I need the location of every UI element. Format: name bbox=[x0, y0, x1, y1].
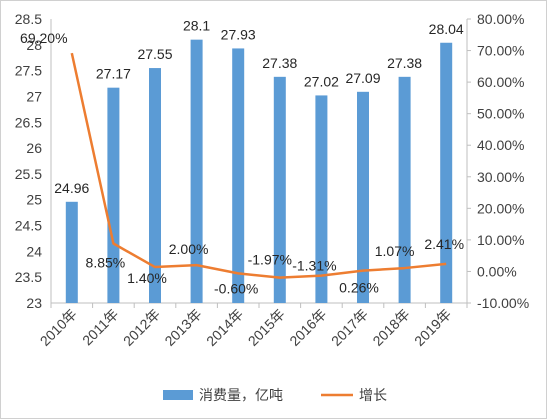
legend-label-growth: 增长 bbox=[359, 387, 387, 403]
left-axis-tick-label: 24.5 bbox=[15, 218, 42, 234]
left-axis-tick-label: 26.5 bbox=[15, 114, 42, 130]
growth-value-label: 2.41% bbox=[424, 236, 464, 252]
consumption-bar bbox=[65, 201, 78, 303]
bar-value-label: 28.04 bbox=[429, 21, 464, 37]
x-axis-category-label: 2017年 bbox=[328, 306, 371, 349]
right-axis-tick-label: 60.00% bbox=[477, 74, 524, 90]
growth-line bbox=[70, 52, 447, 279]
x-axis-category-label: 2016年 bbox=[286, 306, 329, 349]
right-axis-tick-label: 40.00% bbox=[477, 137, 524, 153]
right-axis-tick-label: 50.00% bbox=[477, 106, 524, 122]
left-axis-tick-label: 28.5 bbox=[15, 11, 42, 27]
x-axis-category-label: 2013年 bbox=[161, 306, 204, 349]
growth-value-label: 0.26% bbox=[339, 280, 379, 296]
left-axis-tick-label: 28 bbox=[26, 37, 42, 53]
bar-value-label: 27.38 bbox=[262, 55, 297, 71]
growth-value-label: 1.07% bbox=[375, 243, 415, 259]
x-axis-category-label: 2018年 bbox=[369, 306, 412, 349]
x-axis-category-label: 2015年 bbox=[245, 306, 288, 349]
growth-value-label: -1.97% bbox=[248, 252, 292, 268]
legend-label-consumption: 消费量，亿吨 bbox=[199, 387, 283, 403]
consumption-bar bbox=[440, 42, 453, 304]
consumption-bar bbox=[273, 76, 286, 303]
growth-value-label: 8.85% bbox=[86, 255, 126, 271]
left-axis-tick-label: 27.5 bbox=[15, 63, 42, 79]
right-axis-tick-label: 70.00% bbox=[477, 43, 524, 59]
bar-value-label: 27.09 bbox=[345, 70, 380, 86]
bar-value-label: 27.02 bbox=[304, 73, 339, 89]
left-axis-tick-label: 27 bbox=[26, 88, 42, 104]
bar-value-label: 27.55 bbox=[137, 46, 172, 62]
right-axis-tick-label: 0.00% bbox=[477, 263, 517, 279]
left-axis-tick-label: 23.5 bbox=[15, 269, 42, 285]
bar-value-label: 27.93 bbox=[221, 26, 256, 42]
left-axis-tick-label: 25 bbox=[26, 192, 42, 208]
consumption-bar bbox=[190, 39, 203, 304]
right-axis-tick-label: 80.00% bbox=[477, 11, 524, 27]
right-axis-tick-label: 10.00% bbox=[477, 232, 524, 248]
growth-value-label: 1.40% bbox=[127, 270, 167, 286]
growth-value-label: -1.31% bbox=[292, 258, 336, 274]
consumption-bar bbox=[398, 76, 411, 303]
consumption-bar bbox=[107, 87, 120, 303]
consumption-bar bbox=[149, 68, 161, 304]
left-axis-tick-label: 23 bbox=[26, 295, 42, 311]
right-axis-tick-label: 30.00% bbox=[477, 169, 524, 185]
x-axis-category-label: 2019年 bbox=[411, 306, 454, 349]
consumption-bar bbox=[357, 91, 369, 303]
right-axis-tick-label: 20.00% bbox=[477, 200, 524, 216]
legend-swatch-consumption bbox=[163, 390, 193, 400]
growth-value-label: 2.00% bbox=[169, 241, 209, 257]
consumption-bar bbox=[315, 95, 328, 304]
growth-value-label: 69.20% bbox=[20, 30, 67, 46]
bar-value-label: 27.38 bbox=[387, 55, 422, 71]
x-axis-category-label: 2010年 bbox=[37, 306, 80, 349]
x-axis-category-label: 2014年 bbox=[203, 306, 246, 349]
bar-value-label: 28.1 bbox=[183, 18, 210, 34]
left-axis-tick-label: 25.5 bbox=[15, 166, 42, 182]
bar-value-label: 24.96 bbox=[54, 180, 89, 196]
bar-value-label: 27.17 bbox=[96, 66, 131, 82]
right-axis-tick-label: -10.00% bbox=[477, 295, 529, 311]
left-axis-tick-label: 24 bbox=[26, 243, 42, 259]
x-axis-category-label: 2012年 bbox=[120, 306, 163, 349]
growth-value-label: -0.60% bbox=[214, 280, 258, 296]
left-axis-tick-label: 26 bbox=[26, 140, 42, 156]
consumption-bar bbox=[232, 48, 245, 304]
x-axis-category-label: 2011年 bbox=[79, 306, 122, 349]
